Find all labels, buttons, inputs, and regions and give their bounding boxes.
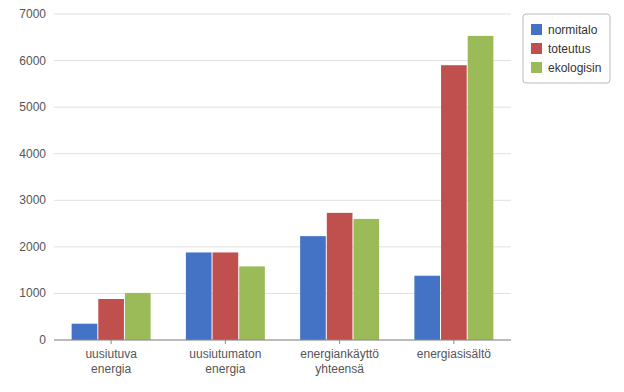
x-tick-label: uusiutuvaenergia [85, 347, 137, 376]
grid-line [54, 340, 511, 341]
x-tick-label-line: uusiutuva [85, 347, 137, 361]
bar [441, 65, 467, 340]
bars [72, 36, 494, 340]
bar [353, 219, 379, 340]
x-axis-line [54, 340, 511, 341]
x-tick-label: uusiutumatonenergia [189, 347, 261, 376]
x-tick [453, 340, 454, 344]
legend-label: normitalo [548, 23, 598, 37]
x-tick-label-line: energia [205, 362, 245, 376]
y-tick-label: 1000 [19, 286, 46, 300]
legend-frame [523, 14, 610, 83]
x-tick-label-line: energiankäyttö [300, 347, 379, 361]
grid-line [54, 14, 511, 15]
x-tick-label-line: energia [91, 362, 131, 376]
legend-label: toteutus [548, 42, 591, 56]
x-tick [339, 340, 340, 344]
x-tick [111, 340, 112, 344]
bar [213, 252, 239, 340]
bar [239, 266, 265, 340]
y-tick-label: 4000 [19, 147, 46, 161]
bar [186, 252, 212, 340]
page: {"chart_data": {"type": "bar", "categori… [0, 0, 624, 392]
x-axis: uusiutuvaenergiauusiutumatonenergiaenerg… [54, 340, 511, 376]
y-tick-label: 7000 [19, 7, 46, 21]
y-tick-label: 0 [39, 333, 46, 347]
x-tick-label: energiasisältö [417, 347, 491, 361]
x-tick-label: energiankäyttöyhteensä [300, 347, 379, 376]
legend: normitalo toteutus ekologisin [523, 14, 610, 83]
legend-label: ekologisin [548, 61, 601, 75]
bar [98, 299, 124, 340]
legend-swatch [531, 24, 542, 35]
x-tick-label-line: yhteensä [315, 362, 364, 376]
y-axis: 0 1000 2000 3000 4000 5000 6000 7000 [19, 7, 511, 347]
grid-line [54, 60, 511, 61]
bar [300, 236, 326, 340]
bar [468, 36, 494, 340]
y-tick-label: 2000 [19, 240, 46, 254]
y-tick-label: 6000 [19, 54, 46, 68]
bar [125, 293, 151, 340]
bar [414, 276, 440, 340]
legend-swatch [531, 43, 542, 54]
x-tick [225, 340, 226, 344]
y-tick-label: 5000 [19, 100, 46, 114]
x-tick-label-line: uusiutumaton [189, 347, 261, 361]
legend-swatch [531, 62, 542, 73]
chart: 01000200030004000500060007000uusiutuvaen… [0, 0, 624, 392]
bar [72, 324, 98, 340]
y-tick-label: 3000 [19, 193, 46, 207]
x-tick-label-line: energiasisältö [417, 347, 491, 361]
bar [327, 213, 353, 340]
